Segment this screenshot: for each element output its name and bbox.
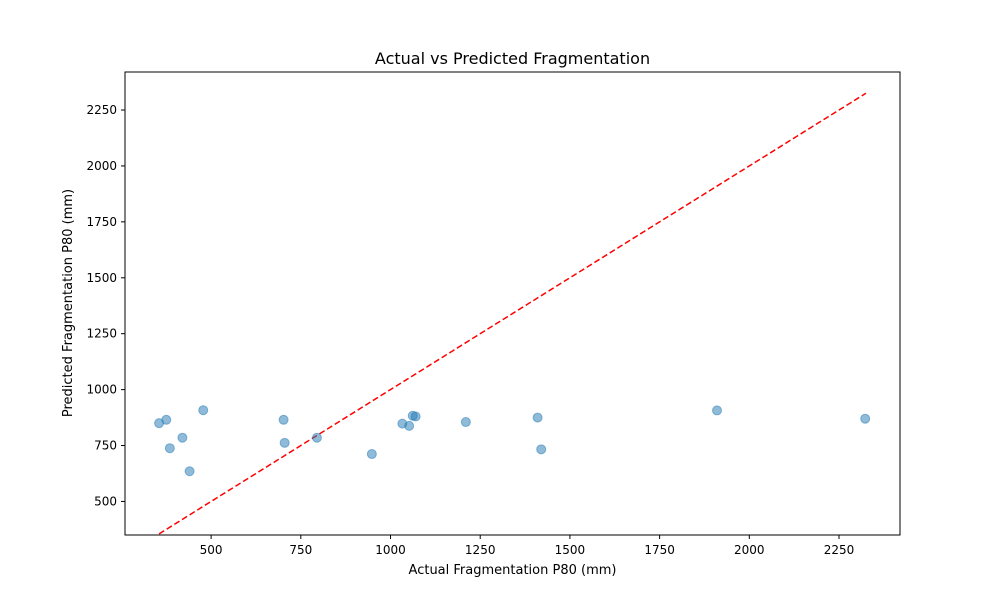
data-point xyxy=(161,414,172,425)
data-point xyxy=(712,405,723,416)
x-tick-label: 1250 xyxy=(465,543,496,557)
y-tick-label: 1500 xyxy=(86,271,117,285)
data-point xyxy=(366,449,377,460)
x-tick-label: 2000 xyxy=(734,543,765,557)
data-point xyxy=(410,411,421,422)
x-tick-label: 1750 xyxy=(644,543,675,557)
chart-title: Actual vs Predicted Fragmentation xyxy=(375,49,650,68)
data-point xyxy=(311,432,322,443)
reference-line xyxy=(158,92,867,535)
data-point xyxy=(532,412,543,423)
data-point xyxy=(164,443,175,454)
y-tick-label: 1000 xyxy=(86,383,117,397)
data-points xyxy=(154,405,871,477)
data-point xyxy=(860,413,871,424)
y-tick-label: 500 xyxy=(94,494,117,508)
data-point xyxy=(177,432,188,443)
x-tick-label: 1000 xyxy=(375,543,406,557)
x-axis-label: Actual Fragmentation P80 (mm) xyxy=(409,563,617,578)
reference-line-group xyxy=(158,92,867,535)
data-point xyxy=(198,405,209,416)
data-point xyxy=(278,414,289,425)
plot-area-frame xyxy=(124,71,901,536)
y-tick-label: 1750 xyxy=(86,215,117,229)
x-tick-label: 750 xyxy=(289,543,312,557)
data-point xyxy=(460,417,471,428)
y-tick-label: 2250 xyxy=(86,103,117,117)
x-tick-label: 500 xyxy=(200,543,223,557)
data-point xyxy=(184,466,195,477)
x-axis-ticks: 500 750 1000 1250 1500 1750 2000 2250 xyxy=(200,535,855,557)
y-tick-label: 750 xyxy=(94,439,117,453)
y-axis-label: Predicted Fragmentation P80 (mm) xyxy=(61,189,76,417)
y-axis-ticks: 500 750 1000 1250 1500 1750 2000 2250 xyxy=(86,103,125,508)
x-tick-label: 1500 xyxy=(555,543,586,557)
y-tick-label: 2000 xyxy=(86,159,117,173)
y-tick-label: 1250 xyxy=(86,327,117,341)
data-point xyxy=(404,420,415,431)
data-point xyxy=(536,444,547,455)
data-point xyxy=(279,437,290,448)
x-tick-label: 2250 xyxy=(824,543,855,557)
